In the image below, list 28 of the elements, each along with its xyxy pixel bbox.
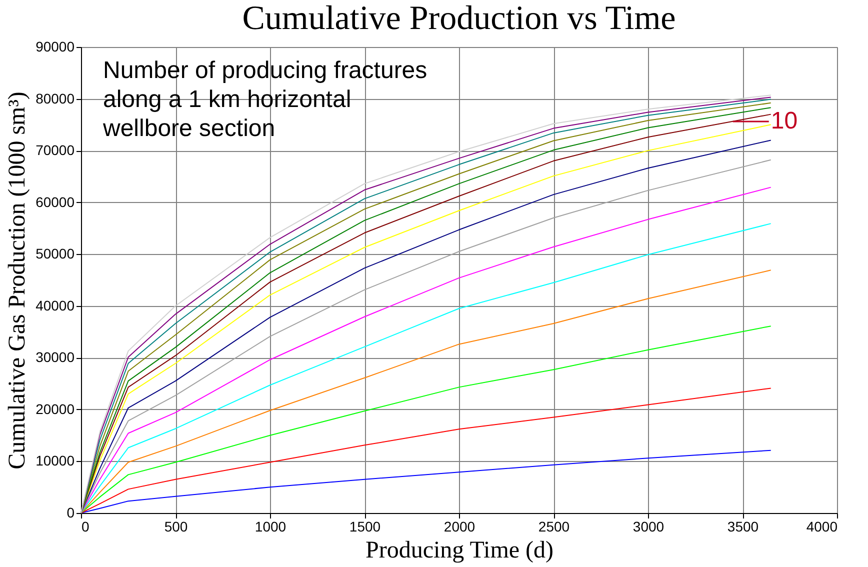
y-tick-label: 80000 (36, 90, 75, 106)
x-tick-label: 4000 (806, 518, 838, 534)
x-tick-label: 500 (164, 518, 188, 534)
line-series (80, 450, 772, 514)
x-tick-label: 3500 (727, 518, 759, 534)
x-tick-label: 1000 (254, 518, 286, 534)
x-tick-label: 0 (82, 518, 90, 534)
x-tick-label: 2500 (538, 518, 570, 534)
y-tick-label: 40000 (36, 297, 75, 314)
y-tick-label: 70000 (36, 142, 75, 158)
x-axis-title: Producing Time (d) (365, 538, 554, 564)
y-tick-label: 10000 (36, 452, 75, 469)
y-tick-label: 30000 (36, 349, 75, 366)
y-tick-label: 90000 (36, 38, 75, 54)
annotation: 10 (770, 108, 798, 135)
y-tick-label: 0 (66, 504, 75, 520)
x-tick-label: 2000 (444, 518, 476, 534)
x-tick-label: 3000 (632, 518, 664, 534)
y-tick-label: 60000 (36, 194, 75, 210)
y-axis-title: Cumulative Gas Production (1000 sm³) (4, 92, 31, 470)
y-tick-label: 50000 (36, 246, 75, 262)
line-series (80, 270, 772, 514)
line-series (80, 388, 772, 514)
x-tick-label: 1500 (349, 518, 381, 534)
annotation: Number of producing fractures along a 1 km horizontal wellbore section (102, 57, 428, 142)
y-tick-label: 20000 (36, 400, 75, 417)
line-series (80, 326, 772, 514)
chart-title: Cumulative Production vs Time (242, 0, 676, 37)
